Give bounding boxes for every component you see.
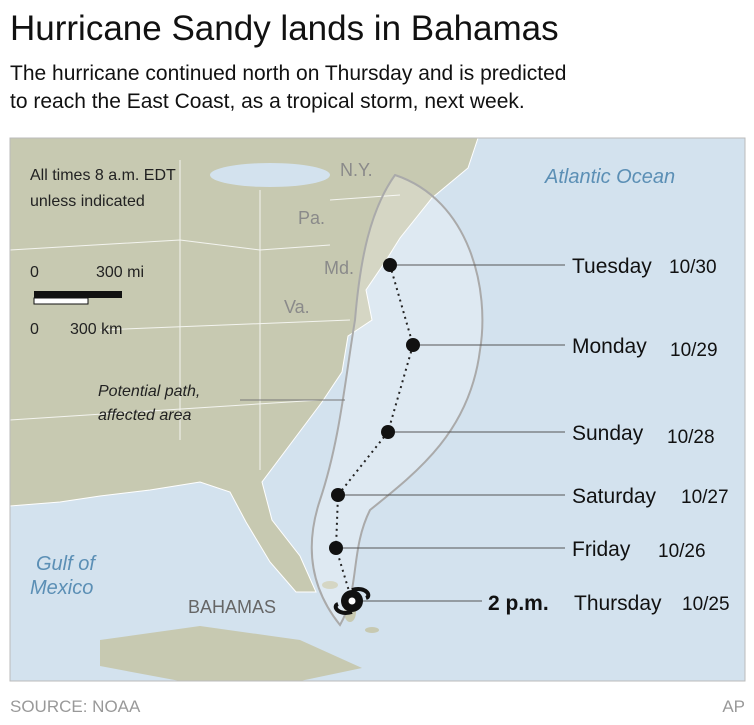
source: SOURCE: NOAA: [10, 697, 141, 716]
scale-bar: [34, 291, 122, 298]
scale-label: 0: [30, 321, 39, 338]
track-day: Tuesday: [572, 255, 652, 278]
note: All times 8 a.m. EDT: [30, 167, 176, 184]
subtitle: to reach the East Coast, as a tropical s…: [10, 90, 525, 113]
area-label: Potential path,: [98, 383, 200, 400]
potential-area: [310, 173, 484, 627]
state-label: Va.: [284, 297, 310, 317]
cuba: [100, 626, 362, 681]
scale-bar: [33, 297, 89, 305]
credit: AP: [722, 697, 745, 716]
track-day: Thursday: [574, 592, 662, 615]
borders: [9, 160, 401, 470]
area-label: affected area: [98, 407, 192, 424]
track-date: 10/30: [669, 257, 717, 278]
scale-label: 300 mi: [96, 264, 144, 281]
track-date: 10/29: [670, 340, 718, 361]
track-date: 10/28: [667, 427, 715, 448]
state-label: N.Y.: [340, 160, 373, 180]
track-day: Monday: [572, 335, 647, 358]
hurricane-icon: [333, 587, 371, 615]
scale-label: 300 km: [70, 321, 122, 338]
gulf-label: Mexico: [30, 577, 93, 599]
note: unless indicated: [30, 193, 145, 210]
land: [9, 137, 479, 593]
track-time: 2 p.m.: [488, 592, 549, 615]
ocean-label: Atlantic Ocean: [544, 166, 675, 188]
track-day: Saturday: [572, 485, 657, 508]
track-day: Friday: [572, 538, 631, 561]
scale-label: 0: [30, 264, 39, 281]
map-frame: [9, 137, 746, 682]
title: Hurricane Sandy lands in Bahamas: [10, 9, 559, 48]
track-date: 10/27: [681, 487, 729, 508]
track-day: Sunday: [572, 422, 644, 445]
lake: [210, 163, 330, 187]
track-date: 10/26: [658, 541, 706, 562]
map: All times 8 a.m. EDT unless indicated 0 …: [9, 137, 746, 682]
state-label: Md.: [324, 258, 354, 278]
track-points: [329, 258, 420, 555]
label-lines: [336, 264, 565, 602]
subtitle: The hurricane continued north on Thursda…: [10, 62, 566, 85]
state-label: Pa.: [298, 208, 325, 228]
track-date: 10/25: [682, 594, 730, 615]
country-label: BAHAMAS: [188, 597, 276, 617]
gulf-label: Gulf of: [36, 553, 97, 575]
